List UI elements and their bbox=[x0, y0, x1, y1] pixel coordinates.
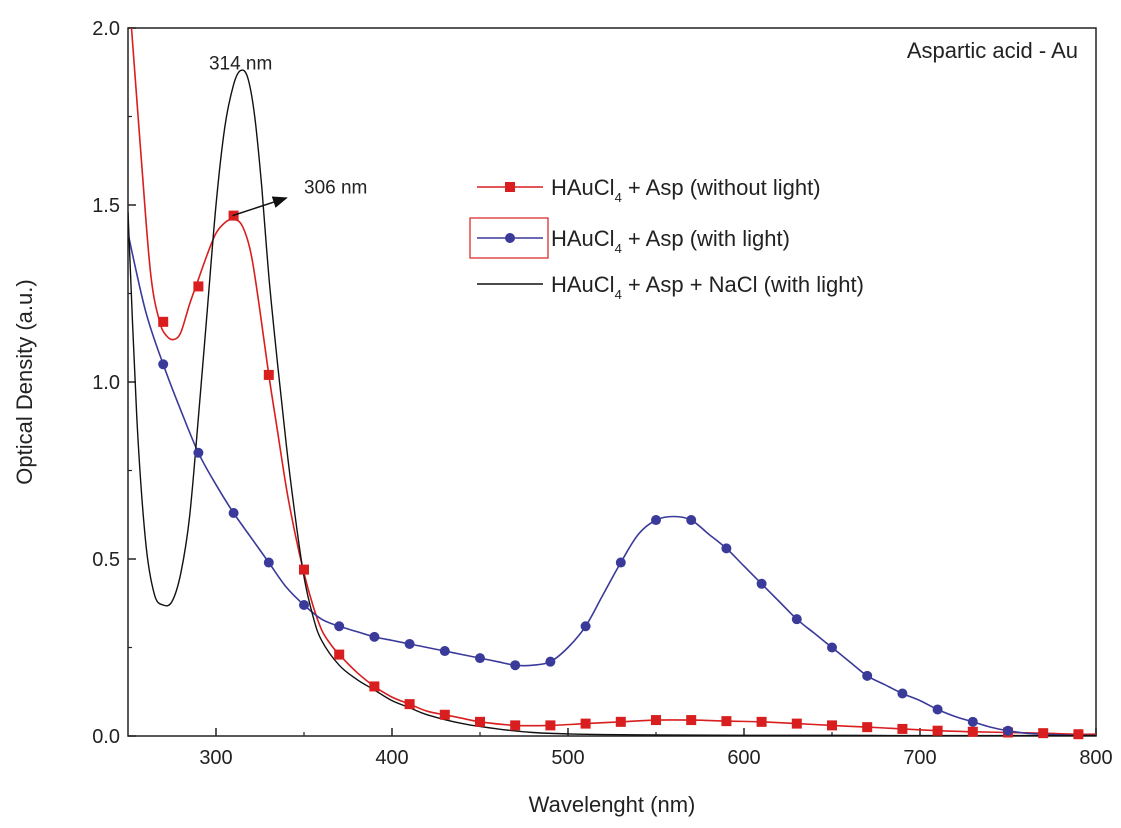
series-with-light-point bbox=[897, 688, 908, 699]
series-without-light-point bbox=[827, 720, 837, 731]
series-without-light-point bbox=[299, 564, 309, 575]
series-without-light-point bbox=[967, 726, 978, 737]
series-without-light-point bbox=[721, 716, 732, 727]
series-with-light-point bbox=[1003, 725, 1013, 736]
series-with-light-point bbox=[721, 543, 732, 554]
y-tick-label: 1.5 bbox=[92, 195, 120, 217]
series-without-light-point bbox=[545, 720, 556, 731]
series-with-light-point bbox=[791, 614, 802, 625]
x-tick-label: 400 bbox=[375, 747, 408, 769]
y-axis-title: Optical Density (a.u.) bbox=[12, 279, 37, 484]
series-with-light-point bbox=[404, 638, 415, 649]
series-without-light-point bbox=[615, 716, 626, 727]
x-tick-label: 300 bbox=[199, 747, 232, 769]
series-with-light-point bbox=[651, 515, 661, 526]
x-axis-title: Wavelenght (nm) bbox=[529, 792, 696, 817]
series-with-light-point bbox=[756, 578, 767, 589]
series-without-light-point bbox=[651, 715, 661, 726]
x-tick-label: 800 bbox=[1079, 747, 1112, 769]
annotation-314-nm: 314 nm bbox=[209, 53, 272, 74]
series-with-light-point bbox=[475, 653, 485, 664]
series-without-light-point bbox=[756, 716, 767, 727]
series-with-light-point bbox=[967, 716, 978, 727]
legend-entry-label: HAuCl4 + Asp + NaCl (with light) bbox=[551, 272, 864, 302]
series-without-light-point bbox=[510, 720, 521, 731]
series-with-light-line bbox=[128, 233, 1096, 736]
legend-swatch-marker bbox=[505, 233, 515, 243]
series-with-light-point bbox=[193, 447, 204, 458]
legend: HAuCl4 + Asp (without light) HAuCl4 + Asp… bbox=[469, 175, 864, 302]
series-with-light-point bbox=[263, 557, 274, 568]
y-tick-label: 0.0 bbox=[92, 726, 120, 748]
series-nacl-with-light-line bbox=[128, 69, 1096, 736]
series-without-light-point bbox=[791, 718, 802, 729]
x-tick-label: 600 bbox=[727, 747, 760, 769]
x-tick-label: 700 bbox=[903, 747, 936, 769]
series-with-light-point bbox=[827, 642, 837, 653]
series-with-light-point bbox=[580, 621, 591, 632]
series-with-light-point bbox=[334, 621, 345, 632]
series-with-light-point bbox=[439, 646, 450, 657]
y-tick-label: 2.0 bbox=[92, 18, 120, 40]
chart-title: Aspartic acid - Au bbox=[907, 38, 1078, 63]
series-with-light-point bbox=[686, 515, 697, 526]
series-without-light-point bbox=[404, 699, 415, 710]
series-layer bbox=[128, 28, 1096, 736]
series-without-light-point bbox=[862, 722, 873, 733]
plot-area bbox=[127, 27, 1097, 737]
series-without-light-point bbox=[158, 316, 169, 327]
x-tick-label: 500 bbox=[551, 747, 584, 769]
series-with-light-point bbox=[158, 359, 169, 370]
series-without-light-point bbox=[475, 716, 485, 727]
y-tick-label: 0.5 bbox=[92, 549, 120, 571]
legend-entry-label: HAuCl4 + Asp (without light) bbox=[551, 175, 821, 205]
series-without-light-line bbox=[130, 28, 1096, 736]
legend-swatch-marker bbox=[505, 182, 515, 192]
annotation-arrow bbox=[232, 196, 288, 217]
series-without-light-point bbox=[263, 369, 274, 380]
series-with-light-point bbox=[228, 507, 239, 518]
series-without-light-point bbox=[1073, 729, 1084, 740]
axes: 300 400 500 600 700 800 0.0 0.5 1.0 1.5 2.0 bbox=[92, 18, 1113, 769]
annotations: 314 nm 306 nm bbox=[209, 53, 367, 217]
series-with-light-point bbox=[545, 656, 556, 667]
series-with-light-point bbox=[615, 557, 626, 568]
y-tick-label: 1.0 bbox=[92, 372, 120, 394]
series-without-light-point bbox=[193, 281, 204, 292]
legend-highlight-box bbox=[469, 217, 549, 259]
series-with-light-point bbox=[510, 660, 521, 671]
series-with-light-point bbox=[369, 631, 380, 642]
series-with-light-point bbox=[299, 600, 309, 611]
legend-entry-label: HAuCl4 + Asp (with light) bbox=[551, 226, 790, 256]
series-without-light-point bbox=[439, 709, 450, 720]
series-without-light-point bbox=[897, 723, 908, 734]
series-without-light-point bbox=[369, 681, 380, 692]
annotation-306-nm: 306 nm bbox=[304, 177, 367, 198]
series-without-light-point bbox=[686, 715, 697, 726]
series-with-light-point bbox=[932, 704, 943, 715]
series-with-light-point bbox=[862, 670, 873, 681]
series-without-light-point bbox=[932, 725, 943, 736]
series-without-light-point bbox=[334, 649, 345, 660]
series-without-light-point bbox=[580, 718, 591, 729]
series-without-light-point bbox=[1038, 728, 1049, 739]
